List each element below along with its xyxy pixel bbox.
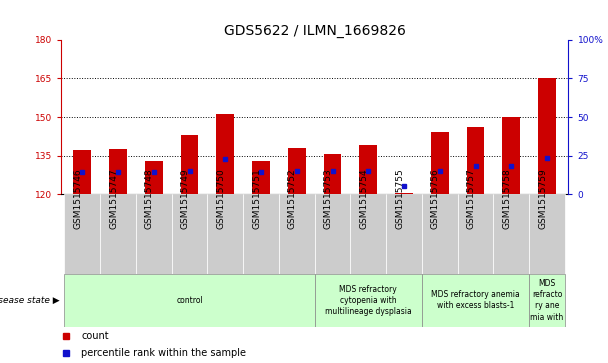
FancyBboxPatch shape — [422, 194, 458, 274]
FancyBboxPatch shape — [136, 194, 171, 274]
Text: GSM1515749: GSM1515749 — [181, 168, 190, 229]
Text: GSM1515754: GSM1515754 — [359, 168, 368, 229]
FancyBboxPatch shape — [315, 194, 350, 274]
Bar — [466, 127, 485, 194]
FancyBboxPatch shape — [171, 194, 207, 274]
Bar — [359, 145, 377, 194]
Text: GSM1515759: GSM1515759 — [538, 168, 547, 229]
Text: count: count — [81, 331, 109, 341]
Text: GSM1515756: GSM1515756 — [431, 168, 440, 229]
Bar — [109, 149, 127, 194]
Bar — [181, 135, 198, 194]
Text: control: control — [176, 296, 203, 305]
Bar — [538, 78, 556, 194]
FancyBboxPatch shape — [458, 194, 494, 274]
Text: GSM1515751: GSM1515751 — [252, 168, 261, 229]
FancyBboxPatch shape — [243, 194, 279, 274]
FancyBboxPatch shape — [64, 194, 100, 274]
FancyBboxPatch shape — [350, 194, 386, 274]
Bar — [323, 154, 342, 194]
FancyBboxPatch shape — [494, 194, 529, 274]
Text: GSM1515750: GSM1515750 — [216, 168, 225, 229]
FancyBboxPatch shape — [386, 194, 422, 274]
Text: MDS refractory
cytopenia with
multilineage dysplasia: MDS refractory cytopenia with multilinea… — [325, 285, 412, 316]
Text: GSM1515746: GSM1515746 — [73, 168, 82, 229]
Bar — [216, 114, 234, 194]
Text: GSM1515755: GSM1515755 — [395, 168, 404, 229]
Bar — [74, 151, 91, 194]
FancyBboxPatch shape — [279, 194, 315, 274]
Text: disease state ▶: disease state ▶ — [0, 296, 60, 305]
Text: GSM1515757: GSM1515757 — [466, 168, 475, 229]
Bar — [502, 117, 520, 194]
Text: GSM1515758: GSM1515758 — [502, 168, 511, 229]
Text: GSM1515747: GSM1515747 — [109, 168, 118, 229]
Bar — [395, 193, 413, 194]
Bar — [288, 148, 306, 194]
Text: MDS refractory anemia
with excess blasts-1: MDS refractory anemia with excess blasts… — [431, 290, 520, 310]
FancyBboxPatch shape — [529, 274, 565, 327]
FancyBboxPatch shape — [207, 194, 243, 274]
FancyBboxPatch shape — [315, 274, 422, 327]
Bar — [431, 132, 449, 194]
Text: MDS
refracto
ry ane
mia with: MDS refracto ry ane mia with — [530, 279, 564, 322]
FancyBboxPatch shape — [529, 194, 565, 274]
Text: GSM1515753: GSM1515753 — [323, 168, 333, 229]
Bar — [252, 161, 270, 194]
Bar — [145, 161, 163, 194]
Text: percentile rank within the sample: percentile rank within the sample — [81, 348, 246, 359]
FancyBboxPatch shape — [64, 274, 315, 327]
Text: GSM1515748: GSM1515748 — [145, 168, 154, 229]
Text: GSM1515752: GSM1515752 — [288, 168, 297, 229]
FancyBboxPatch shape — [422, 274, 529, 327]
FancyBboxPatch shape — [100, 194, 136, 274]
Title: GDS5622 / ILMN_1669826: GDS5622 / ILMN_1669826 — [224, 24, 406, 37]
